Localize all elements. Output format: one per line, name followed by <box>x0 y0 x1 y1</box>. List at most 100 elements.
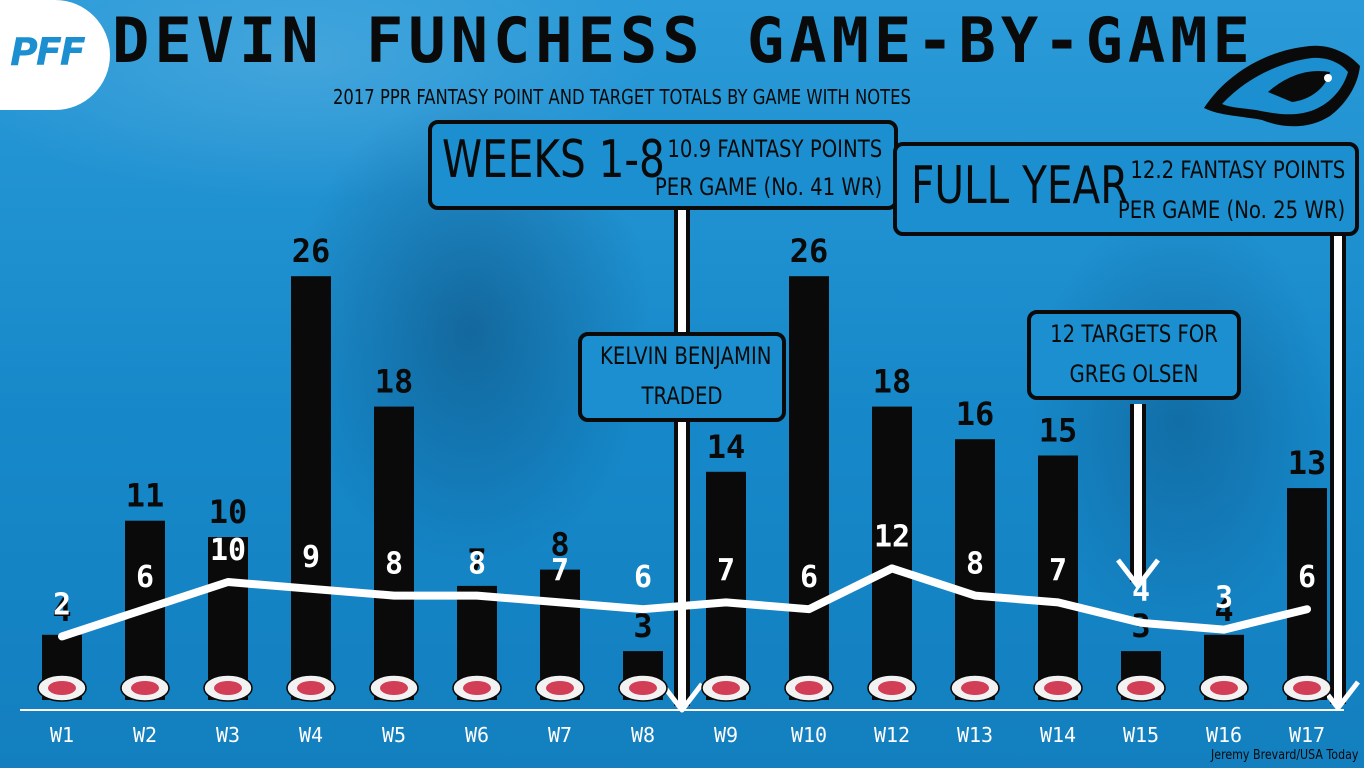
bar-value-label: 4 <box>1214 591 1233 629</box>
bar-w14 <box>1038 455 1078 700</box>
team-logo-mark-icon <box>463 681 491 695</box>
note-olsen-line2: GREG OLSEN <box>1069 360 1199 388</box>
bar-w13 <box>955 439 995 700</box>
target-value-label: 7 <box>717 553 735 588</box>
tick-label-w1: W1 <box>50 723 74 747</box>
team-logo-mark-icon <box>380 681 408 695</box>
team-logo-mark-icon <box>712 681 740 695</box>
bar-w17 <box>1287 488 1327 700</box>
tick-label-w9: W9 <box>714 723 738 747</box>
bar-value-label: 14 <box>707 428 746 466</box>
tick-label-w17: W17 <box>1289 723 1325 747</box>
bar-value-label: 26 <box>292 232 331 270</box>
note-kelvin-benjamin: KELVIN BENJAMIN TRADED <box>578 332 786 422</box>
tick-label-w4: W4 <box>299 723 323 747</box>
bar-value-label: 7 <box>467 542 486 580</box>
bar-value-label: 13 <box>1288 444 1327 482</box>
target-value-label: 8 <box>966 547 984 582</box>
bar-w5 <box>374 406 414 700</box>
target-value-label: 7 <box>551 553 569 588</box>
tick-label-w7: W7 <box>548 723 572 747</box>
team-logo-mark-icon <box>795 681 823 695</box>
target-value-label: 3 <box>1215 581 1233 616</box>
callout-weeks-line1: 10.9 FANTASY POINTS <box>667 135 882 163</box>
team-logo-mark-icon <box>878 681 906 695</box>
team-logo-mark-icon <box>629 681 657 695</box>
tick-label-w10: W10 <box>791 723 827 747</box>
team-logo-mark-icon <box>1210 681 1238 695</box>
callout-full-text: 12.2 FANTASY POINTS PER GAME (No. 25 WR) <box>1118 150 1345 230</box>
bar-value-label: 18 <box>375 363 414 401</box>
target-value-label: 6 <box>634 560 652 595</box>
target-value-label: 2 <box>53 587 71 622</box>
target-value-label: 9 <box>302 540 320 575</box>
tick-label-w8: W8 <box>631 723 655 747</box>
note-olsen-line1: 12 TARGETS FOR <box>1050 320 1218 348</box>
target-value-label: 6 <box>136 560 154 595</box>
callout-full-line1: 12.2 FANTASY POINTS <box>1130 156 1345 184</box>
tick-label-w15: W15 <box>1123 723 1159 747</box>
bar-w3 <box>208 537 248 700</box>
team-logo-mark-icon <box>546 681 574 695</box>
tick-label-w3: W3 <box>216 723 240 747</box>
x-axis-tick-labels: W1 W2 W3 W4 W5 W6 W7 W8 W9 W10 W12 W13 W14 W15 W16 W17 <box>50 723 1325 747</box>
bar-value-label: 26 <box>790 232 829 270</box>
team-logo-mark-icon <box>297 681 325 695</box>
tick-label-w12: W12 <box>874 723 910 747</box>
bar-w10 <box>789 276 829 700</box>
panthers-logo <box>1204 45 1360 127</box>
target-value-label: 4 <box>1132 574 1150 609</box>
photo-credit: Jeremy Brevard/USA Today <box>1210 748 1358 763</box>
bar-value-label: 8 <box>550 526 569 564</box>
callout-weeks-text: 10.9 FANTASY POINTS PER GAME (No. 41 WR) <box>655 130 882 206</box>
callout-weeks-heading: WEEKS 1-8 <box>442 130 665 190</box>
target-value-label: 8 <box>385 547 403 582</box>
bar-value-label: 4 <box>52 591 71 629</box>
tick-label-w14: W14 <box>1040 723 1076 747</box>
team-logo-mark-icon <box>48 681 76 695</box>
callout-full-year: FULL YEAR 12.2 FANTASY POINTS PER GAME (… <box>893 142 1359 236</box>
pff-logo-text: PFF <box>10 30 86 74</box>
bar-w12 <box>872 406 912 700</box>
opponent-logos <box>37 674 1332 702</box>
team-logo-mark-icon <box>214 681 242 695</box>
pff-logo: PFF <box>0 0 110 110</box>
team-logo-mark-icon <box>1127 681 1155 695</box>
bar-value-label: 16 <box>956 395 995 433</box>
target-value-label: 12 <box>874 519 910 554</box>
callout-weeks-line2: PER GAME (No. 41 WR) <box>654 173 882 201</box>
tick-label-w5: W5 <box>382 723 406 747</box>
callout-full-heading: FULL YEAR <box>911 156 1129 216</box>
callout-full-line2: PER GAME (No. 25 WR) <box>1117 196 1345 224</box>
bar-value-label: 3 <box>633 607 652 645</box>
bar-value-label: 15 <box>1039 412 1078 450</box>
team-logo-mark-icon <box>1044 681 1072 695</box>
tick-label-w16: W16 <box>1206 723 1242 747</box>
tick-label-w6: W6 <box>465 723 489 747</box>
note-benjamin-line2: TRADED <box>641 382 723 410</box>
targets-line <box>58 564 1311 641</box>
bar-value-label: 10 <box>209 493 248 531</box>
note-benjamin-line1: KELVIN BENJAMIN <box>600 342 772 370</box>
olsen-arrow-head-icon <box>1116 558 1160 589</box>
tick-label-w2: W2 <box>133 723 157 747</box>
target-value-label: 10 <box>210 533 246 568</box>
target-value-label: 8 <box>468 547 486 582</box>
team-logo-mark-icon <box>1293 681 1321 695</box>
bar-series <box>42 276 1327 700</box>
callout-weeks-1-8: WEEKS 1-8 10.9 FANTASY POINTS PER GAME (… <box>428 120 898 210</box>
bar-w9 <box>706 471 746 700</box>
note-greg-olsen: 12 TARGETS FOR GREG OLSEN <box>1027 310 1241 400</box>
bar-value-label: 11 <box>126 477 165 515</box>
team-logo-mark-icon <box>961 681 989 695</box>
target-value-label: 6 <box>800 560 818 595</box>
target-value-label: 7 <box>1049 553 1067 588</box>
bar-value-label: 18 <box>873 363 912 401</box>
page-title: DEVIN FUNCHESS GAME-BY-GAME <box>112 4 1255 77</box>
team-logo-mark-icon <box>131 681 159 695</box>
target-value-label: 6 <box>1298 560 1316 595</box>
callout-arrows <box>660 210 1360 713</box>
page-subtitle: 2017 PPR FANTASY POINT AND TARGET TOTALS… <box>333 85 911 109</box>
